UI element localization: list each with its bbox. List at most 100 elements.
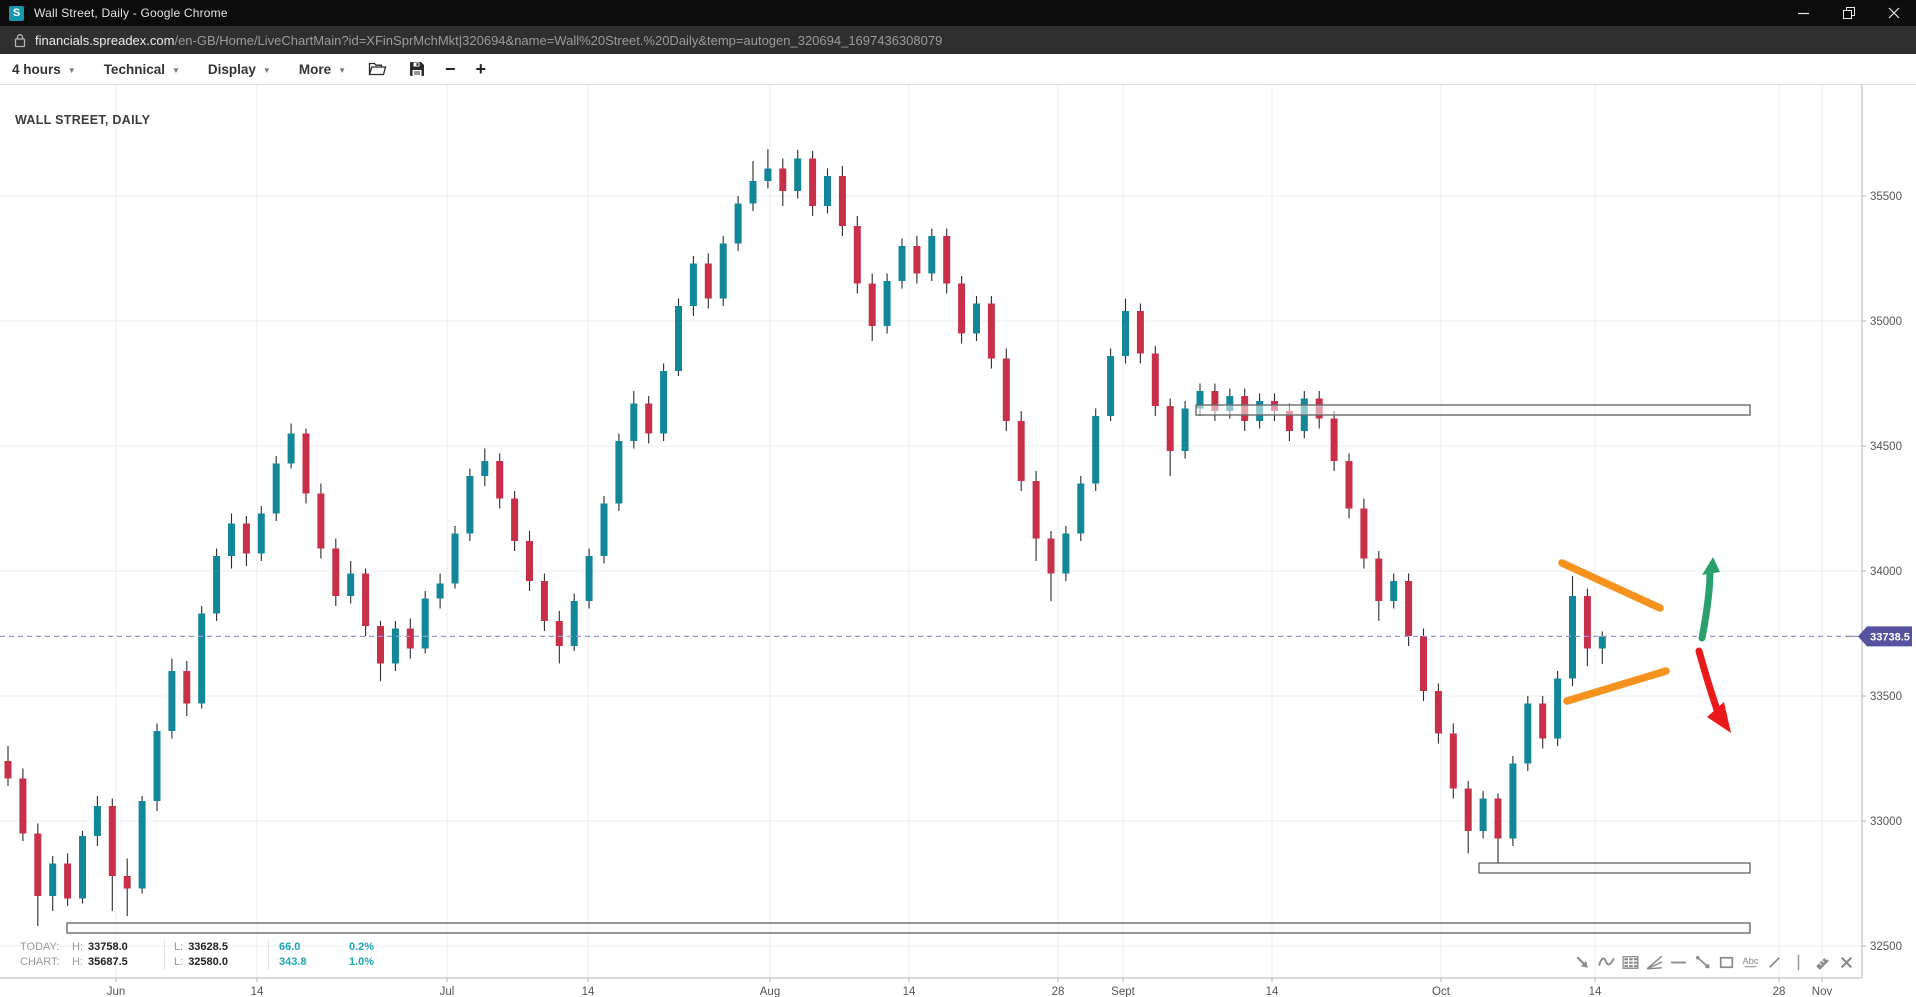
timeframe-label: 4 hours xyxy=(12,61,61,77)
candle-body xyxy=(257,513,265,554)
pointer-arrow-icon xyxy=(1575,955,1588,968)
zoom-out-button[interactable]: − xyxy=(445,60,456,78)
save-button[interactable] xyxy=(409,61,425,77)
restore-button[interactable] xyxy=(1826,0,1871,26)
candle-body xyxy=(391,628,399,664)
candle-body xyxy=(1122,311,1129,356)
candle-body xyxy=(228,523,235,556)
candle-body xyxy=(183,671,191,704)
diagonal-line-button[interactable] xyxy=(1762,950,1786,974)
low-value: 33628.5 xyxy=(188,941,228,953)
x-tick-label: 14 xyxy=(582,986,595,997)
candle-body xyxy=(1032,481,1040,539)
today-low: L: 33628.5 xyxy=(164,940,268,955)
rectangle-tool-button[interactable] xyxy=(1714,950,1738,974)
zoom-in-button[interactable]: + xyxy=(476,60,487,78)
candle-body xyxy=(1196,391,1204,409)
candle-body xyxy=(1598,636,1606,649)
candle-body xyxy=(1330,418,1338,461)
address-bar[interactable]: financials.spreadex.com/en-GB/Home/LiveC… xyxy=(0,26,1916,54)
candle-body xyxy=(660,371,668,434)
red-arrow-head[interactable] xyxy=(1707,702,1731,733)
candle-body xyxy=(108,806,116,876)
candle-body xyxy=(943,236,951,284)
price-zone[interactable] xyxy=(1478,862,1751,874)
orange-trend-line[interactable] xyxy=(1558,559,1664,612)
chevron-down-icon: ▼ xyxy=(67,65,76,75)
candle-body xyxy=(377,626,384,664)
candle-body xyxy=(287,433,295,464)
display-dropdown[interactable]: Display ▼ xyxy=(208,62,271,77)
display-label: Display xyxy=(207,61,256,77)
curve-tool-icon xyxy=(1597,957,1615,966)
chart-percent: 1.0% xyxy=(349,956,375,968)
candle-body xyxy=(153,731,161,801)
candle-body xyxy=(630,403,638,441)
candle-body xyxy=(466,476,474,534)
orange-trend-line[interactable] xyxy=(1563,667,1670,705)
technical-dropdown[interactable]: Technical ▼ xyxy=(104,62,180,77)
candle-body xyxy=(809,158,817,206)
green-arrow-head[interactable] xyxy=(1702,557,1720,575)
red-arrow-shaft[interactable] xyxy=(1695,647,1723,719)
more-dropdown[interactable]: More ▼ xyxy=(299,62,346,77)
timeframe-dropdown[interactable]: 4 hours ▼ xyxy=(12,62,76,77)
pointer-arrow-button[interactable] xyxy=(1570,950,1594,974)
candle-body xyxy=(853,226,861,284)
x-tick-label: 14 xyxy=(1589,986,1602,997)
candle-body xyxy=(704,263,712,299)
window-title: Wall Street, Daily - Google Chrome xyxy=(34,6,228,20)
candle-body xyxy=(64,863,72,899)
green-arrow-shaft[interactable] xyxy=(1698,570,1714,642)
open-folder-icon xyxy=(368,62,387,76)
grid-table-button[interactable] xyxy=(1618,950,1642,974)
restore-icon xyxy=(1842,7,1855,19)
minimize-button[interactable] xyxy=(1781,0,1826,26)
curve-tool-button[interactable] xyxy=(1594,950,1618,974)
close-button[interactable] xyxy=(1871,0,1916,26)
y-tick-label: 34000 xyxy=(1870,566,1902,578)
candle-body xyxy=(838,176,846,226)
price-zone[interactable] xyxy=(66,922,1751,934)
candle-body xyxy=(1479,798,1487,831)
candle-body xyxy=(481,461,489,476)
candle-body xyxy=(1494,798,1502,839)
chart-high: H: 35687.5 xyxy=(72,955,164,970)
chevron-down-icon: ▼ xyxy=(171,65,180,75)
candle-body xyxy=(1047,538,1055,574)
x-tick-label: Aug xyxy=(760,986,780,997)
window-controls xyxy=(1781,0,1916,26)
chevron-down-icon: ▼ xyxy=(262,65,271,75)
fan-lines-icon xyxy=(1646,955,1662,970)
candle-body xyxy=(734,203,742,244)
x-tick-label: Sept xyxy=(1111,986,1135,997)
candle-body xyxy=(1166,406,1174,451)
candle-body xyxy=(868,283,876,326)
fan-lines-button[interactable] xyxy=(1642,950,1666,974)
measure-ruler-button[interactable] xyxy=(1810,950,1834,974)
candle-body xyxy=(406,628,414,649)
chart-label: CHART: xyxy=(20,956,60,968)
price-zone[interactable] xyxy=(1195,404,1751,416)
x-tick-label: Oct xyxy=(1432,986,1451,997)
candle-body xyxy=(1136,311,1144,354)
candle-body xyxy=(600,503,608,556)
close-delete-button[interactable] xyxy=(1834,950,1858,974)
candle-body xyxy=(689,263,697,306)
trend-line-button[interactable] xyxy=(1690,950,1714,974)
candle-body xyxy=(749,181,757,204)
candle-body xyxy=(540,581,548,621)
url-text[interactable]: financials.spreadex.com/en-GB/Home/LiveC… xyxy=(35,33,942,48)
open-folder-button[interactable] xyxy=(368,61,387,77)
candle-body xyxy=(362,573,370,626)
x-tick-label: 28 xyxy=(1773,986,1786,997)
text-tool-button[interactable]: Abc xyxy=(1738,950,1762,974)
chart-low: L: 32580.0 xyxy=(164,955,268,970)
technical-label: Technical xyxy=(103,61,165,77)
y-tick-label: 35500 xyxy=(1870,191,1902,203)
horizontal-line-button[interactable] xyxy=(1666,950,1690,974)
candle-body xyxy=(1509,763,1517,839)
x-tick-label: 28 xyxy=(1052,986,1065,997)
